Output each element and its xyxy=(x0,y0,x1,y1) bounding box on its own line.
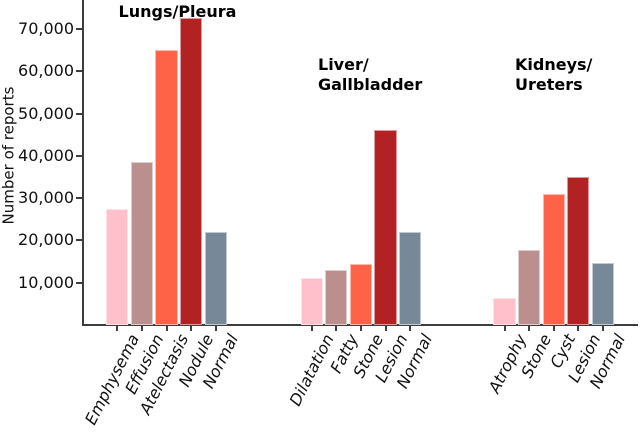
y-tick-mark xyxy=(76,239,82,242)
x-tick-mark xyxy=(190,326,193,331)
x-tick-mark xyxy=(214,326,217,331)
group-title-line: Gallbladder xyxy=(318,75,423,94)
group-title-liver-gallbladder: Liver/Gallbladder xyxy=(318,55,422,95)
y-tick-label: 60,000 xyxy=(18,61,74,81)
group-title-lungs-pleura: Lungs/Pleura xyxy=(58,2,298,22)
bar-kidneys-ureters-atrophy xyxy=(493,298,516,325)
x-tick-mark xyxy=(409,326,412,331)
x-tick-mark xyxy=(165,326,168,331)
bar-kidneys-ureters-stone xyxy=(517,249,541,325)
y-tick-label: 10,000 xyxy=(18,272,74,292)
group-title-line: Lungs/Pleura xyxy=(118,2,237,21)
bar-kidneys-ureters-cyst xyxy=(542,193,565,325)
x-tick-mark xyxy=(335,326,338,331)
y-tick-mark xyxy=(76,154,82,157)
x-tick-mark xyxy=(601,326,604,331)
y-tick-mark xyxy=(76,70,82,73)
x-tick-mark xyxy=(503,326,506,331)
x-tick-label: Dilatation xyxy=(285,331,338,409)
bar-lungs-pleura-emphysema xyxy=(106,208,129,325)
x-tick-mark xyxy=(552,326,555,331)
y-tick-label: 30,000 xyxy=(18,188,74,208)
group-title-line: Ureters xyxy=(515,75,583,94)
bar-lungs-pleura-normal xyxy=(204,231,227,325)
bar-lungs-pleura-nodule xyxy=(179,18,203,325)
group-title-line: Kidneys/ xyxy=(515,55,593,74)
y-tick-mark xyxy=(76,27,82,30)
y-tick-label: 40,000 xyxy=(18,145,74,165)
bar-liver-gallbladder-stone xyxy=(349,263,373,325)
bar-kidneys-ureters-lesion xyxy=(567,176,590,325)
bar-liver-gallbladder-lesion xyxy=(374,130,397,325)
y-tick-mark xyxy=(76,281,82,284)
x-tick-mark xyxy=(140,326,143,331)
y-tick-label: 20,000 xyxy=(18,230,74,250)
bar-liver-gallbladder-normal xyxy=(398,231,422,325)
x-tick-mark xyxy=(116,326,119,331)
x-tick-mark xyxy=(310,326,313,331)
x-axis-spine xyxy=(82,324,638,326)
bar-liver-gallbladder-dilatation xyxy=(300,278,323,325)
bar-liver-gallbladder-fatty xyxy=(325,270,348,325)
y-tick-mark xyxy=(76,197,82,200)
y-tick-mark xyxy=(76,112,82,115)
x-tick-mark xyxy=(528,326,531,331)
y-axis-label: Number of reports xyxy=(0,86,18,225)
group-title-line: Liver/ xyxy=(318,55,369,74)
group-title-kidneys-ureters: Kidneys/Ureters xyxy=(515,55,592,95)
x-tick-mark xyxy=(359,326,362,331)
x-tick-mark xyxy=(577,326,580,331)
bar-lungs-pleura-effusion xyxy=(130,162,154,325)
x-tick-mark xyxy=(384,326,387,331)
y-axis-spine xyxy=(82,0,84,326)
y-tick-label: 50,000 xyxy=(18,103,74,123)
y-tick-label: 70,000 xyxy=(18,18,74,38)
bar-kidneys-ureters-normal xyxy=(591,262,615,325)
bar-lungs-pleura-atelectasis xyxy=(155,50,178,325)
